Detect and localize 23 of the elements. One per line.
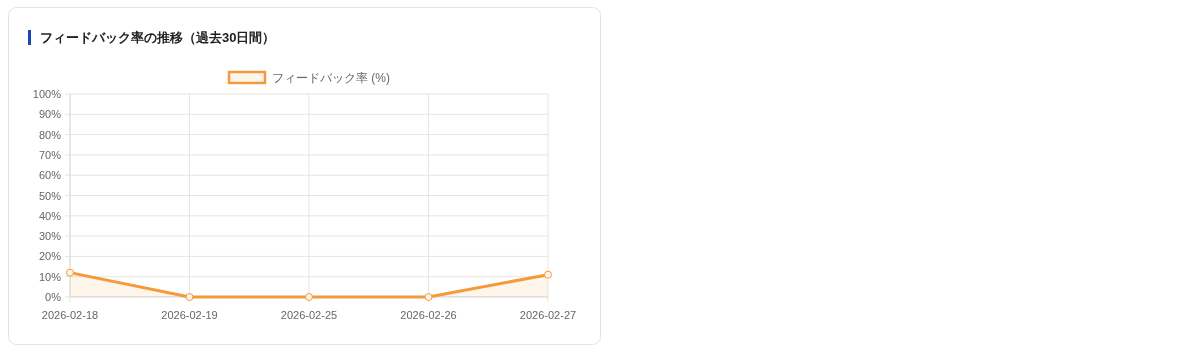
y-tick-label: 20%	[38, 250, 62, 263]
x-tick-label: 2026-02-18	[41, 309, 99, 321]
y-tick-label: 80%	[38, 128, 62, 141]
x-tick-label: 2026-02-26	[400, 309, 457, 321]
point	[424, 293, 433, 301]
point	[66, 268, 74, 277]
chart-title: フィードバック率の推移（過去30日間）	[40, 30, 276, 45]
x-tick-label: 2026-02-25	[280, 309, 338, 321]
x-tick-label: 2026-02-19	[161, 309, 218, 321]
point	[185, 293, 194, 301]
point	[544, 270, 552, 279]
y-tick-label: 70%	[38, 148, 62, 161]
y-tick-label: 10%	[38, 270, 62, 283]
y-tick-label: 60%	[38, 169, 62, 182]
y-tick-label: 0%	[45, 291, 62, 303]
x-tick-label: 2026-02-27	[519, 309, 577, 321]
y-tick-label: 90%	[38, 108, 62, 121]
y-tick-label: 100%	[32, 88, 62, 100]
y-tick-label: 50%	[38, 189, 62, 202]
y-tick-label: 30%	[38, 230, 62, 243]
legend-label: フィードバック率 (%)	[272, 71, 390, 85]
point	[305, 293, 313, 301]
y-tick-label: 40%	[38, 209, 62, 222]
